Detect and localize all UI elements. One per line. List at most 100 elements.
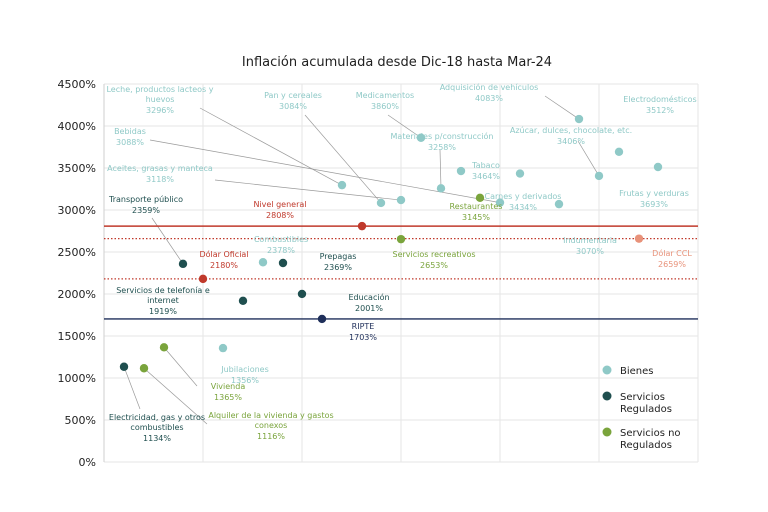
legend-marker bbox=[602, 365, 612, 375]
point-label: Azúcar, dulces, chocolate, etc. 3406% bbox=[510, 126, 632, 146]
data-point bbox=[396, 234, 406, 244]
data-point bbox=[653, 162, 663, 172]
point-value: 1356% bbox=[231, 376, 259, 385]
point-label-line: combustibles bbox=[130, 423, 183, 432]
y-tick-label: 4500% bbox=[58, 78, 96, 91]
leader-line bbox=[439, 149, 442, 189]
legend-label-line: Regulados bbox=[620, 440, 672, 451]
legend-label: Bienes bbox=[620, 366, 654, 377]
point-label: Aceites, grasas y manteca 3118% bbox=[107, 164, 213, 184]
y-tick-label: 1000% bbox=[58, 372, 96, 385]
data-point bbox=[337, 180, 347, 190]
point-label: Tabaco 3464% bbox=[471, 161, 500, 181]
point-value: 2659% bbox=[658, 260, 686, 269]
point-label-line: Carnes y derivados bbox=[485, 192, 562, 201]
point-label-line: Servicios de telefonía e bbox=[116, 286, 210, 295]
point-label: Indumentaria 3070% bbox=[563, 236, 617, 256]
point-value: 1703% bbox=[349, 333, 377, 342]
data-point bbox=[198, 274, 208, 284]
point-label-line: Jubilaciones bbox=[220, 365, 269, 374]
point-label-line: Frutas y verduras bbox=[619, 189, 689, 198]
point-label: Servicios de telefonía e internet 1919% bbox=[116, 286, 210, 316]
y-tick-label: 2500% bbox=[58, 246, 96, 259]
point-value: 2369% bbox=[324, 263, 352, 272]
point-label-line: Pan y cereales bbox=[264, 91, 322, 100]
data-point bbox=[614, 147, 624, 156]
point-label-line: Vivienda bbox=[211, 382, 246, 391]
point-label-line: Prepagas bbox=[320, 252, 357, 261]
legend-label-line: Bienes bbox=[620, 366, 654, 377]
point-label-line: Transporte público bbox=[108, 195, 183, 204]
data-point bbox=[159, 343, 169, 352]
leader-line bbox=[123, 366, 141, 410]
point-label-line: Materiales p/construcción bbox=[391, 131, 494, 141]
legend-label-line: Regulados bbox=[620, 404, 672, 415]
point-label: Restaurantes 3145% bbox=[450, 202, 503, 222]
point-label: Materiales p/construcción 3258% bbox=[391, 131, 494, 152]
data-point bbox=[178, 259, 188, 269]
point-value: 3145% bbox=[462, 213, 490, 222]
legend-label-line: Servicios bbox=[620, 392, 665, 403]
point-label-line: Leche, productos lacteos y bbox=[106, 85, 213, 94]
point-value: 1365% bbox=[214, 393, 242, 402]
point-label: Electrodomésticos 3512% bbox=[623, 94, 696, 115]
point-label-line: internet bbox=[147, 296, 179, 305]
point-value: 3084% bbox=[279, 102, 307, 111]
point-value: 3512% bbox=[646, 106, 674, 115]
leader-line bbox=[143, 367, 208, 425]
y-tick-label: 3000% bbox=[58, 204, 96, 217]
point-label-line: Alquiler de la vivienda y gastos bbox=[208, 411, 333, 420]
point-label: Electricidad, gas y otros combustibles 113… bbox=[109, 413, 205, 443]
grid bbox=[103, 83, 699, 463]
point-label-line: Azúcar, dulces, chocolate, etc. bbox=[510, 126, 632, 135]
leader-line bbox=[151, 217, 184, 265]
point-label-line: Educación bbox=[348, 292, 389, 302]
point-label-line: Bebidas bbox=[114, 127, 146, 136]
data-point bbox=[317, 314, 327, 324]
point-label: Carnes y derivados 3434% bbox=[485, 192, 562, 212]
point-label: Jubilaciones 1356% bbox=[220, 365, 269, 385]
point-label-line: Electrodomésticos bbox=[623, 94, 696, 104]
leader-line bbox=[577, 140, 600, 177]
data-point bbox=[416, 133, 426, 142]
data-point bbox=[554, 199, 564, 209]
y-tick-label: 2000% bbox=[58, 288, 96, 301]
point-label: Alquiler de la vivienda y gastos conexos 1… bbox=[208, 411, 333, 441]
point-value: 3258% bbox=[428, 143, 456, 152]
point-label-line: Restaurantes bbox=[450, 202, 503, 211]
point-label: Nivel general 2808% bbox=[253, 200, 306, 220]
point-label-line: conexos bbox=[255, 421, 288, 430]
point-value: 3088% bbox=[116, 138, 144, 147]
point-label-line: Aceites, grasas y manteca bbox=[107, 164, 213, 173]
point-value: 3406% bbox=[557, 137, 585, 146]
point-label: RIPTE 1703% bbox=[349, 322, 377, 342]
data-point bbox=[574, 114, 584, 124]
leader-line bbox=[214, 179, 402, 201]
point-labels: Leche, productos lacteos y huevos 3296% Pan… bbox=[106, 82, 696, 443]
data-point bbox=[357, 221, 367, 231]
point-value: 3860% bbox=[371, 102, 399, 111]
data-point bbox=[258, 258, 268, 267]
legend-label-line: Servicios no bbox=[620, 428, 681, 439]
data-point bbox=[139, 364, 149, 373]
point-label-line: RIPTE bbox=[352, 322, 375, 331]
point-value: 3296% bbox=[146, 106, 174, 115]
chart-title: Inflación acumulada desde Dic-18 hasta M… bbox=[242, 55, 552, 70]
point-value: 2359% bbox=[132, 206, 160, 215]
point-value: 2001% bbox=[355, 304, 383, 313]
point-label: Educación 2001% bbox=[348, 292, 389, 313]
legend-marker bbox=[602, 427, 612, 437]
point-label: Vivienda 1365% bbox=[211, 382, 246, 402]
point-label-line: Dólar CCL bbox=[652, 248, 692, 258]
point-label-line: Tabaco bbox=[471, 161, 500, 170]
legend-marker bbox=[602, 391, 612, 401]
point-label: Combustibles 2378% bbox=[254, 235, 308, 255]
point-value: 3070% bbox=[576, 247, 604, 256]
point-label-line: huevos bbox=[146, 95, 175, 104]
y-axis: 0% 500% 1000% 1500% 2000% 2500% 3000% 3500% 4000… bbox=[58, 78, 96, 469]
point-value: 2180% bbox=[210, 261, 238, 270]
point-label-line: Indumentaria bbox=[563, 236, 617, 245]
data-point bbox=[297, 289, 307, 299]
point-label: Adquisición de vehículos 4083% bbox=[440, 82, 539, 103]
